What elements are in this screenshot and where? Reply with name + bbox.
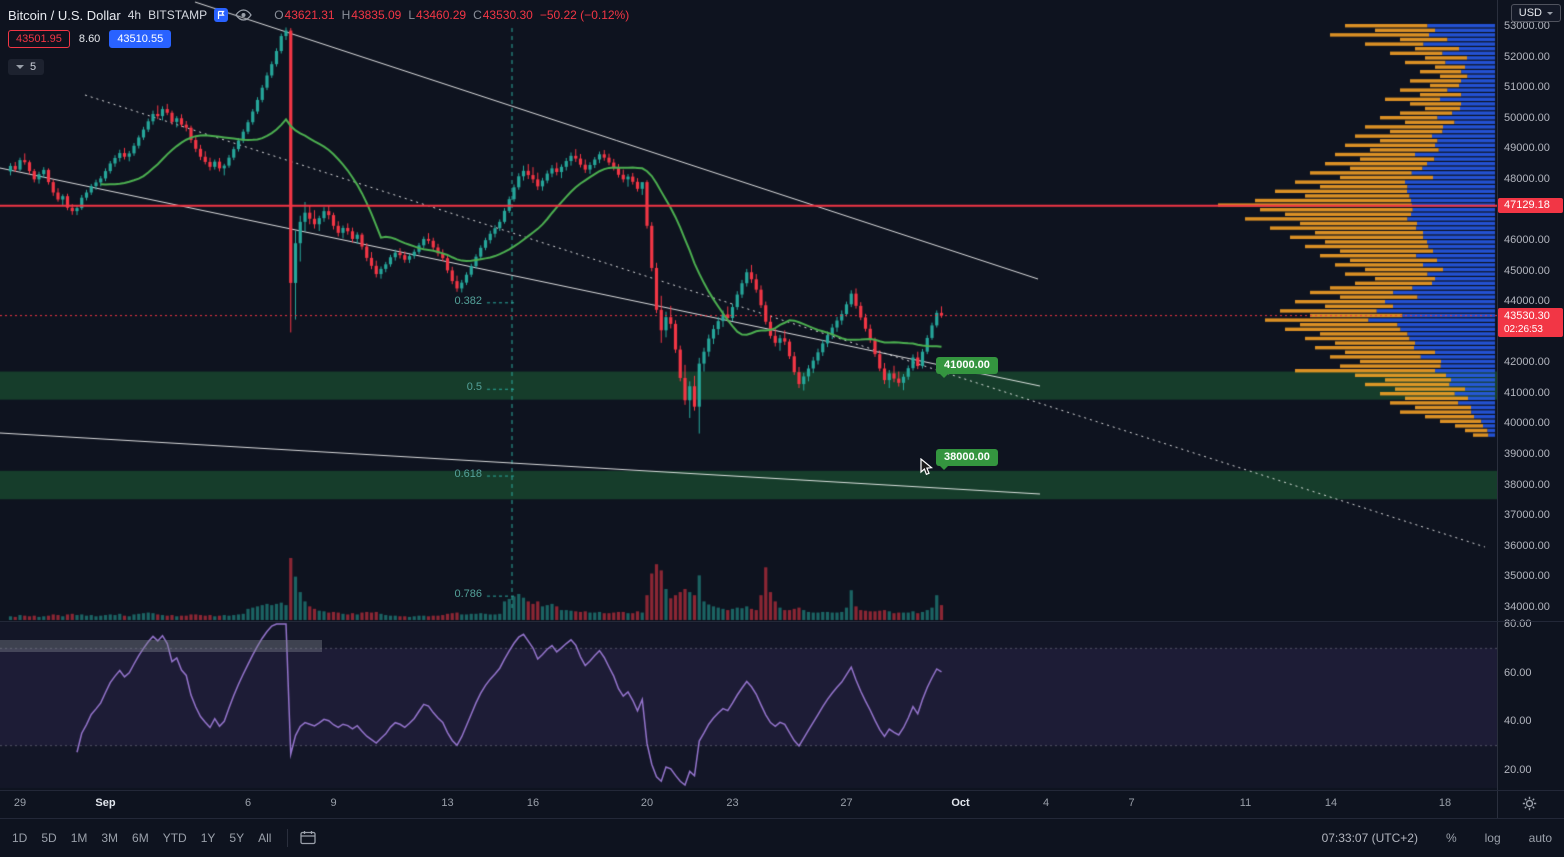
time-label-11: 11 <box>1239 797 1252 809</box>
range-button-6m[interactable]: 6M <box>132 830 149 845</box>
go-to-date-button[interactable] <box>300 830 317 845</box>
rsi-legend-strip[interactable] <box>0 640 322 652</box>
price-label-51000: 51000.00 <box>1504 81 1550 94</box>
price-alert-label-38000.00[interactable]: 38000.00 <box>936 449 998 470</box>
price-label-39000: 39000.00 <box>1504 448 1550 461</box>
bar-countdown: 02:26:53 <box>1504 323 1543 335</box>
chevron-down-icon <box>16 65 24 69</box>
time-axis-border <box>0 790 1564 791</box>
auto-scale-button[interactable]: auto <box>1528 830 1552 845</box>
time-label-7: 7 <box>1128 797 1135 809</box>
fib-label-0.618[interactable]: 0.618 <box>454 468 482 481</box>
chart-legend: Bitcoin / U.S. Dollar 4h BITSTAMP O 43621… <box>8 6 629 75</box>
bottom-toolbar: 1D 5D 1M 3M 6M YTD 1Y 5Y All 07:33:07 (UTC+2) % … <box>0 818 1564 857</box>
visibility-icon[interactable] <box>235 9 252 21</box>
range-button-1y[interactable]: 1Y <box>200 830 216 845</box>
last-price-label: 43530.30 02:26:53 <box>1498 307 1563 337</box>
time-axis[interactable]: 29 Sep 6 9 13 16 20 23 27 Oct 4 7 11 14 18 <box>0 790 1564 818</box>
settings-gear-icon[interactable] <box>1522 796 1537 816</box>
rsi-label-80: 80.00 <box>1504 618 1532 630</box>
change-value: −50.22 (−0.12%) <box>539 8 630 22</box>
time-label-9: 9 <box>330 797 337 809</box>
price-label-45000: 45000.00 <box>1504 264 1550 277</box>
chart-canvas[interactable] <box>0 0 1497 790</box>
percent-scale-button[interactable]: % <box>1445 830 1457 845</box>
time-label-23: 23 <box>726 797 739 809</box>
spread-value: 8.60 <box>78 33 101 45</box>
rsi-label-20: 20.00 <box>1504 763 1532 776</box>
interval-label[interactable]: 4h <box>127 8 142 22</box>
range-button-1m[interactable]: 1M <box>70 830 88 845</box>
price-label-42000: 42000.00 <box>1504 356 1550 369</box>
price-label-35000: 35000.00 <box>1504 570 1550 583</box>
last-price-value: 43530.30 <box>1504 309 1550 322</box>
price-label-44000: 44000.00 <box>1504 295 1550 308</box>
ohlc-readout: O 43621.31 H 43835.09 L 43460.29 C 43530.30 … <box>274 8 630 22</box>
price-alert-label-41000.00[interactable]: 41000.00 <box>936 357 998 378</box>
time-label-20: 20 <box>640 797 654 809</box>
price-label-36000: 36000.00 <box>1504 539 1550 552</box>
currency-toggle-button[interactable]: USD <box>1510 4 1561 22</box>
bid-price-button[interactable]: 43501.95 <box>8 30 70 48</box>
time-label-6: 6 <box>244 797 252 809</box>
range-button-all[interactable]: All <box>258 830 272 845</box>
time-label-Sep: Sep <box>95 797 116 809</box>
axis-separator <box>1497 0 1498 818</box>
symbol-title[interactable]: Bitcoin / U.S. Dollar <box>8 7 121 23</box>
indicator-count: 5 <box>30 61 37 73</box>
rsi-label-60: 60.00 <box>1504 666 1532 679</box>
time-label-14: 14 <box>1324 797 1338 809</box>
time-label-13: 13 <box>441 797 454 809</box>
time-label-4: 4 <box>1042 797 1050 809</box>
log-scale-button[interactable]: log <box>1484 830 1501 845</box>
time-label-16: 16 <box>526 797 540 809</box>
fib-label-0.786[interactable]: 0.786 <box>454 588 482 601</box>
indicators-collapse-button[interactable]: 5 <box>8 59 45 75</box>
price-label-34000: 34000.00 <box>1504 600 1550 613</box>
exchange-label[interactable]: BITSTAMP <box>148 8 208 22</box>
time-label-27: 27 <box>840 797 853 809</box>
ask-price-button[interactable]: 43510.55 <box>109 30 172 48</box>
range-button-5d[interactable]: 5D <box>41 830 57 845</box>
price-label-53000: 53000.00 <box>1504 20 1550 33</box>
range-button-1d[interactable]: 1D <box>12 830 28 845</box>
time-label-Oct: Oct <box>951 797 970 809</box>
clock[interactable]: 07:33:07 (UTC+2) <box>1321 830 1418 845</box>
time-label-29: 29 <box>13 797 27 809</box>
fib-label-0.5[interactable]: 0.5 <box>466 381 482 394</box>
rsi-label-40: 40.00 <box>1504 715 1532 728</box>
price-label-41000: 41000.00 <box>1504 386 1550 399</box>
price-label-38000: 38000.00 <box>1504 478 1550 491</box>
price-label-49000: 49000.00 <box>1504 142 1550 155</box>
flag-icon[interactable] <box>214 8 229 22</box>
price-label-50000: 50000.00 <box>1504 111 1550 124</box>
price-label-52000: 52000.00 <box>1504 50 1550 63</box>
price-label-48000: 48000.00 <box>1504 173 1550 186</box>
price-label-37000: 37000.00 <box>1504 509 1550 522</box>
mouse-cursor <box>920 457 936 481</box>
range-button-5y[interactable]: 5Y <box>229 830 245 845</box>
range-button-ytd[interactable]: YTD <box>162 830 187 845</box>
price-label-40000: 40000.00 <box>1504 417 1550 430</box>
fib-label-0.382[interactable]: 0.382 <box>454 294 482 307</box>
chevron-down-icon <box>1547 11 1553 15</box>
toolbar-divider <box>287 828 289 847</box>
level-price-label: 47129.18 <box>1498 197 1563 213</box>
price-label-46000: 46000.00 <box>1504 234 1550 247</box>
price-axis[interactable]: 53000.00 52000.00 51000.00 50000.00 49000.00… <box>1497 0 1564 790</box>
time-label-18: 18 <box>1438 797 1452 809</box>
pane-separator[interactable] <box>0 621 1564 622</box>
toolbar-border <box>0 818 1564 819</box>
range-button-3m[interactable]: 3M <box>101 830 119 845</box>
